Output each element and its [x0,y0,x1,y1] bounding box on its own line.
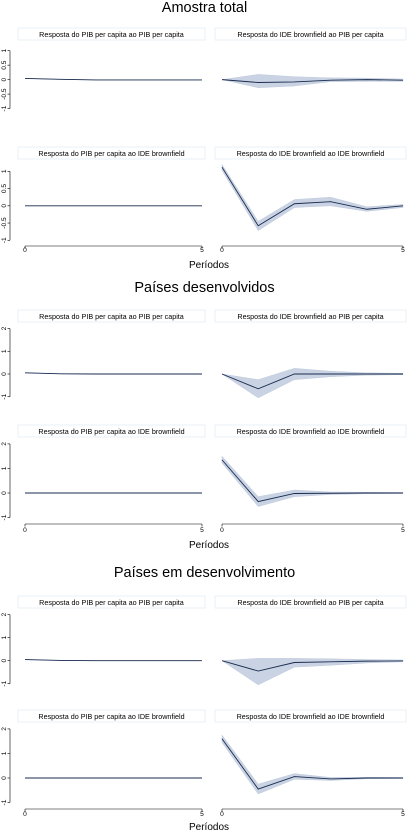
panel-title: Resposta do PIB per capita ao PIB per ca… [39,30,184,39]
y-tick-label: -1 [1,799,8,805]
y-tick-label: 0 [1,659,8,663]
panel-1: Resposta do PIB per capita ao PIB per ca… [1,27,206,111]
y-tick-label: 0.5 [1,184,8,193]
y-tick-label: 2 [1,612,8,616]
panel-title-band [17,309,206,323]
panel-1: Resposta do PIB per capita ao PIB per ca… [1,309,206,400]
y-tick-label: 1 [1,349,8,353]
x-axis-title: Períodos [189,260,229,271]
response-line [221,459,403,503]
panel-title-band [214,27,407,41]
panel-3: Resposta do PIB per capita ao IDE brownf… [1,709,206,818]
panel-3: Resposta do PIB per capita ao IDE brownf… [1,146,206,254]
panel-4: Resposta do IDE brownfield ao IDE brownf… [214,146,407,254]
x-tick-label: 5 [401,247,405,254]
y-tick-label: 1 [1,49,8,53]
x-tick-label: 0 [220,811,224,818]
confidence-band [221,163,404,231]
panel-title: Resposta do PIB per capita ao IDE brownf… [38,149,184,158]
response-line [24,78,202,81]
response-line [221,738,403,790]
panel-4: Resposta do IDE brownfield ao IDE brownf… [214,709,407,818]
panel-title-band [214,595,407,609]
y-tick-label: 0 [1,372,8,376]
y-tick-label: -1 [1,514,8,520]
panel-title: Resposta do IDE brownfield ao IDE brownf… [237,149,385,158]
confidence-band [221,368,404,399]
panel-title-band [17,595,206,609]
panel-title: Resposta do PIB per capita ao IDE brownf… [38,427,184,436]
y-tick-label: -0.5 [1,88,8,100]
panel-title: Resposta do IDE brownfield ao PIB per ca… [237,30,383,39]
response-line [221,373,403,390]
y-tick-label: -1 [1,393,8,399]
y-tick-label: -1 [1,680,8,686]
confidence-band [221,734,404,795]
panel-2: Resposta do IDE brownfield ao PIB per ca… [214,309,407,399]
panel-title: Resposta do IDE brownfield ao IDE brownf… [237,712,385,721]
x-tick-label: 0 [23,811,27,818]
y-tick-label: -1 [1,237,8,243]
y-tick-label: 1 [1,635,8,639]
y-tick-label: 1 [1,169,8,173]
response-line [221,166,404,227]
y-tick-label: 1 [1,751,8,755]
response-line [221,660,404,672]
group-title: Países em desenvolvimento [114,565,295,581]
response-line [24,372,202,375]
y-tick-label: 2 [1,727,8,731]
y-tick-label: 0.5 [1,60,8,69]
panel-title: Resposta do PIB per capita ao PIB per ca… [39,312,184,321]
confidence-band [221,455,404,507]
chart-group-2: Países desenvolvidos Resposta do PIB per … [1,280,407,551]
panel-title-band [17,709,206,723]
panel-title-band [214,424,407,438]
chart-group-3: Países em desenvolvimento Resposta do PIB… [1,565,407,832]
y-tick-label: 1 [1,466,8,470]
panel-title: Resposta do IDE brownfield ao PIB per ca… [237,312,383,321]
y-tick-label: 2 [1,442,8,446]
x-tick-label: 5 [401,527,405,534]
panel-title: Resposta do IDE brownfield ao PIB per ca… [237,598,383,607]
y-tick-label: -0.5 [1,217,8,229]
panel-title-band [17,424,206,438]
y-tick-label: 0 [1,77,8,81]
y-tick-label: 0 [1,491,8,495]
panel-4: Resposta do IDE brownfield ao IDE brownf… [214,424,407,534]
x-axis-title: Períodos [189,822,229,832]
panel-3: Resposta do PIB per capita ao IDE brownf… [1,424,206,534]
panel-title: Resposta do PIB per capita ao PIB per ca… [39,598,184,607]
x-tick-label: 5 [200,247,204,254]
panel-1: Resposta do PIB per capita ao PIB per ca… [1,595,206,687]
panel-title: Resposta do IDE brownfield ao IDE brownf… [237,427,385,436]
y-tick-label: 0 [1,204,8,208]
panel-2: Resposta do IDE brownfield ao PIB per ca… [214,27,407,88]
panel-title-band [214,309,407,323]
y-tick-label: 2 [1,326,8,330]
panel-title-band [17,146,206,160]
group-title: Amostra total [162,0,247,16]
x-tick-label: 5 [200,811,204,818]
response-line [24,659,202,662]
group-title: Países desenvolvidos [134,280,274,296]
x-tick-label: 0 [23,247,27,254]
panel-title-band [214,709,407,723]
panel-title-band [17,27,206,41]
panel-title-band [214,146,407,160]
panel-title: Resposta do PIB per capita ao IDE brownf… [38,712,184,721]
y-tick-label: 0 [1,776,8,780]
x-tick-label: 5 [401,811,405,818]
x-tick-label: 0 [220,527,224,534]
y-tick-label: -1 [1,105,8,111]
x-axis-title: Períodos [189,540,229,551]
x-tick-label: 5 [200,527,204,534]
response-line [221,79,404,83]
x-tick-label: 0 [23,527,27,534]
x-tick-label: 0 [220,247,224,254]
panel-2: Resposta do IDE brownfield ao PIB per ca… [214,595,407,686]
chart-group-1: Amostra total Resposta do PIB per capita … [1,0,407,271]
